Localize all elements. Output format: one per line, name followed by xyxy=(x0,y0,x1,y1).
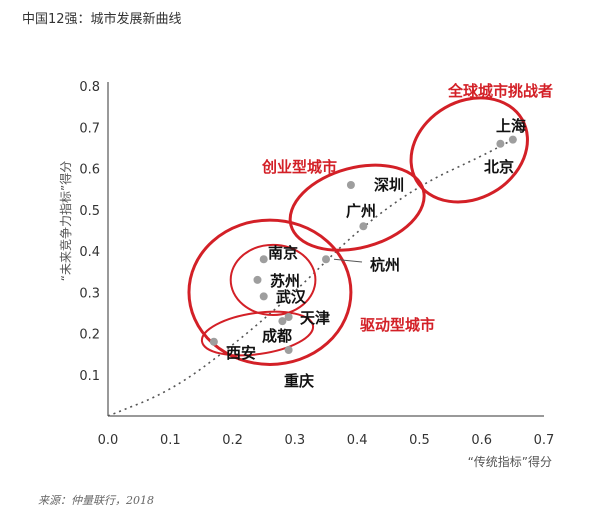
x-axis-title: “传统指标”得分 xyxy=(468,454,552,469)
group-ellipse xyxy=(409,96,529,204)
group-ellipse xyxy=(288,163,426,252)
city-label: 北京 xyxy=(484,158,514,176)
y-tick-label: 0.2 xyxy=(79,328,100,343)
group-label: 创业型城市 xyxy=(261,158,337,176)
x-tick-label: 0.2 xyxy=(222,433,243,448)
data-point xyxy=(253,275,262,284)
chart-title: 中国12强：城市发展新曲线 xyxy=(22,12,182,27)
city-label: 深圳 xyxy=(374,176,404,194)
data-point xyxy=(496,139,505,148)
data-point xyxy=(508,135,517,144)
x-tick-label: 0.0 xyxy=(98,433,119,448)
data-point xyxy=(284,313,293,321)
city-label: 天津 xyxy=(300,309,330,327)
y-tick-label: 0.8 xyxy=(79,80,100,95)
data-point xyxy=(346,181,355,189)
y-tick-label: 0.4 xyxy=(79,245,100,260)
x-tick-label: 0.4 xyxy=(347,433,368,448)
trend-curve xyxy=(107,138,514,417)
city-label: 武汉 xyxy=(276,288,307,306)
data-point xyxy=(322,255,330,264)
x-tick-label: 0.1 xyxy=(160,433,181,448)
data-point xyxy=(259,292,268,301)
data-point xyxy=(209,337,218,346)
data-point xyxy=(284,346,293,354)
y-tick-label: 0.7 xyxy=(79,121,100,136)
subgroup-ellipse xyxy=(200,310,315,357)
city-label: 重庆 xyxy=(284,372,314,390)
source-note: 来源：仲量联行，2018 xyxy=(38,494,154,507)
y-tick-label: 0.1 xyxy=(79,369,100,384)
x-tick-label: 0.3 xyxy=(285,433,306,448)
subgroup-ellipse xyxy=(229,243,317,316)
city-label: 苏州 xyxy=(270,272,300,290)
city-label: 杭州 xyxy=(370,256,400,274)
city-label: 西安 xyxy=(226,344,256,362)
y-tick-label: 0.5 xyxy=(79,204,100,219)
x-tick-label: 0.5 xyxy=(409,433,430,448)
x-tick-label: 0.7 xyxy=(534,433,555,448)
group-ellipse xyxy=(187,218,353,366)
group-label: 驱动型城市 xyxy=(360,316,435,334)
x-tick-label: 0.6 xyxy=(471,433,492,448)
hangzhou-pointer xyxy=(333,258,363,263)
data-point xyxy=(359,222,368,231)
y-tick-label: 0.3 xyxy=(79,286,100,301)
city-label: 南京 xyxy=(268,244,298,262)
group-label: 全球城市挑战者 xyxy=(447,82,553,100)
data-point xyxy=(278,317,287,326)
city-label: 广州 xyxy=(346,202,376,220)
city-label: 上海 xyxy=(496,117,526,135)
city-label: 成都 xyxy=(262,327,292,345)
y-tick-label: 0.6 xyxy=(79,163,100,178)
y-axis-title: “未来竞争力指标”得分 xyxy=(58,161,73,281)
data-point xyxy=(259,255,268,264)
